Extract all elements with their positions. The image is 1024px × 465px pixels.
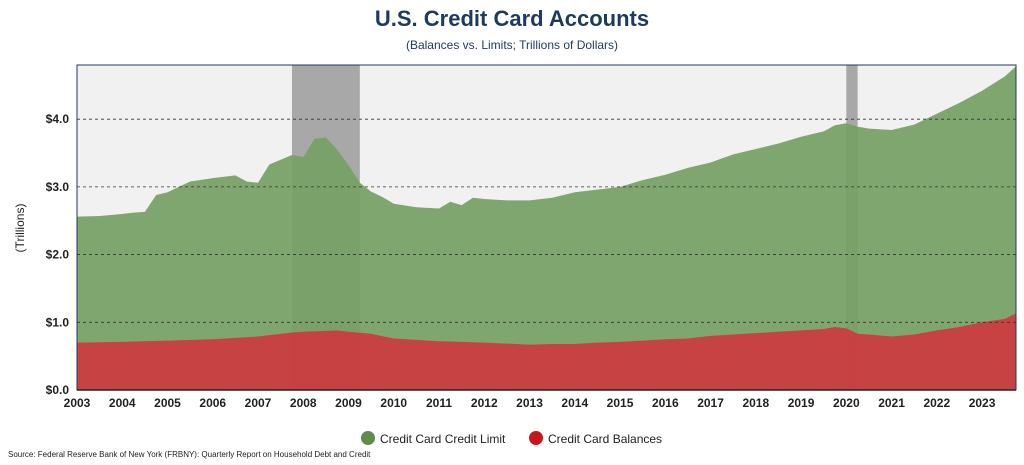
y-tick-label: $1.0 — [46, 315, 70, 329]
x-tick-label: 2015 — [607, 396, 634, 410]
x-tick-label: 2003 — [64, 396, 91, 410]
chart-title: U.S. Credit Card Accounts — [374, 6, 650, 31]
x-tick-label: 2010 — [380, 396, 407, 410]
source-note: Source: Federal Reserve Bank of New York… — [8, 450, 371, 459]
x-tick-label: 2009 — [335, 396, 362, 410]
x-tick-label: 2021 — [878, 396, 905, 410]
x-tick-label: 2013 — [516, 396, 543, 410]
x-tick-label: 2018 — [742, 396, 769, 410]
x-tick-label: 2020 — [833, 396, 860, 410]
x-tick-label: 2004 — [109, 396, 136, 410]
x-tick-label: 2012 — [471, 396, 498, 410]
y-tick-label: $0.0 — [46, 383, 70, 397]
x-tick-label: 2007 — [245, 396, 272, 410]
x-tick-label: 2016 — [652, 396, 679, 410]
x-tick-label: 2023 — [969, 396, 996, 410]
x-tick-label: 2005 — [154, 396, 181, 410]
legend-marker-credit-balances — [529, 431, 543, 445]
y-tick-label: $2.0 — [46, 248, 70, 262]
legend-label-credit-balances: Credit Card Balances — [548, 432, 662, 446]
x-tick-label: 2006 — [199, 396, 226, 410]
x-tick-label: 2019 — [788, 396, 815, 410]
y-tick-label: $4.0 — [46, 112, 70, 126]
y-tick-label: $3.0 — [46, 180, 70, 194]
area-credit-limit — [77, 66, 1016, 390]
y-axis-title: (Trillions) — [13, 204, 27, 253]
x-tick-label: 2014 — [561, 396, 588, 410]
area-credit-balances — [77, 313, 1016, 390]
x-tick-label: 2008 — [290, 396, 317, 410]
legend-label-credit-limit: Credit Card Credit Limit — [380, 432, 506, 446]
legend: Credit Card Credit Limit Credit Card Bal… — [361, 431, 662, 446]
legend-marker-credit-limit — [361, 431, 375, 445]
chart-subtitle: (Balances vs. Limits; Trillions of Dolla… — [405, 38, 619, 52]
x-tick-label: 2022 — [923, 396, 950, 410]
x-tick-label: 2017 — [697, 396, 724, 410]
x-tick-label: 2011 — [426, 396, 452, 410]
